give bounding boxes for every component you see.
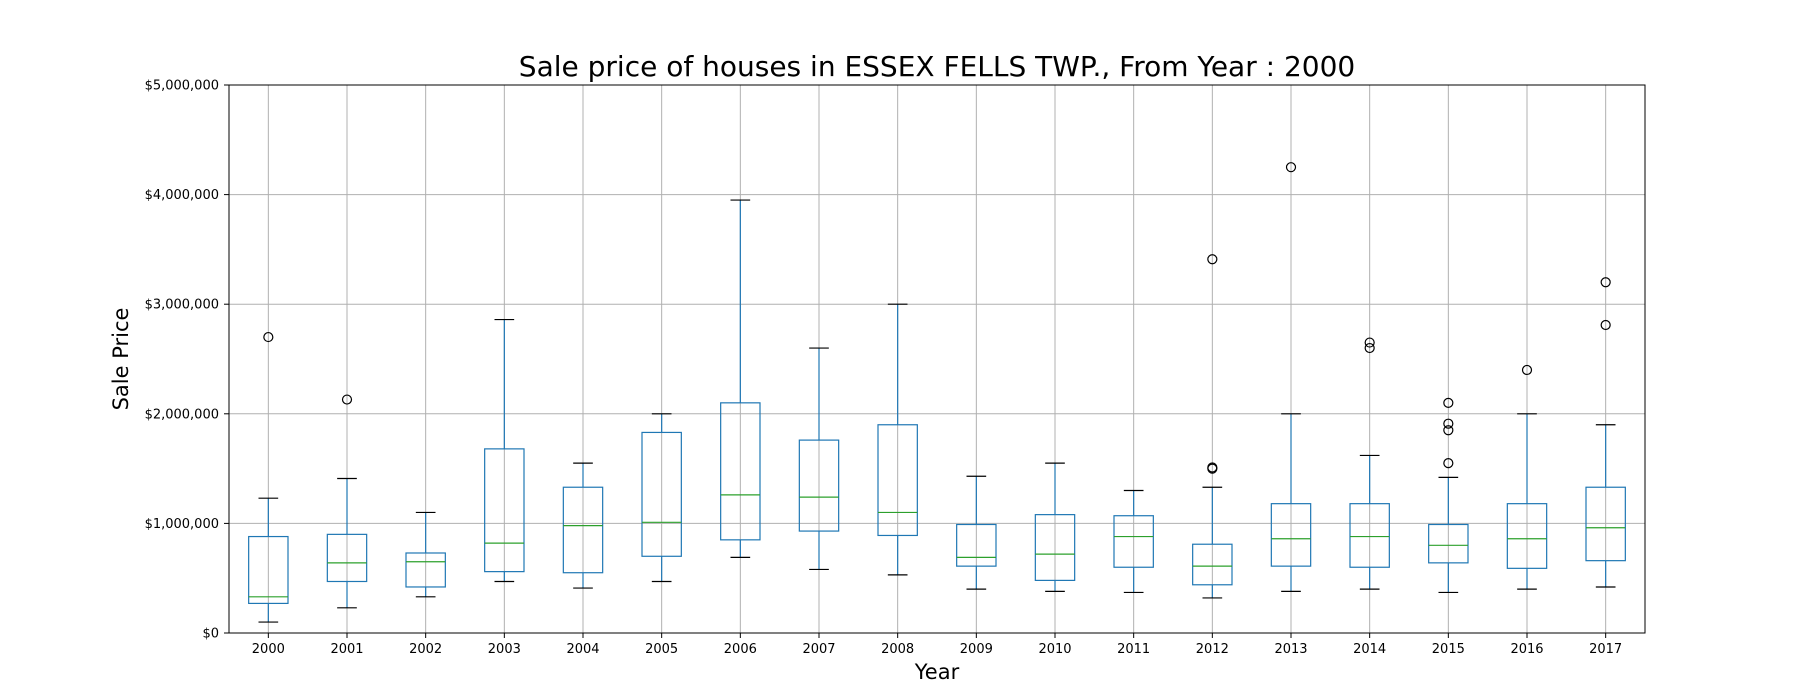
outlier-point [1443, 425, 1454, 436]
box-2011 [1113, 489, 1154, 594]
x-tick-label: 2013 [1274, 642, 1307, 657]
iqr-box [1349, 503, 1390, 568]
iqr-box [1506, 503, 1548, 569]
x-tick-label: 2009 [960, 642, 993, 657]
outlier-point [263, 331, 274, 343]
box-2001 [326, 394, 368, 609]
box-2015 [1428, 397, 1469, 594]
iqr-box [1113, 515, 1154, 568]
x-tick-label: 2005 [645, 642, 678, 657]
iqr-box [405, 552, 446, 588]
y-tick-label: $2,000,000 [145, 407, 219, 422]
outlier-point [1443, 458, 1454, 469]
x-tick-label: 2003 [488, 642, 521, 657]
outlier-point [1364, 337, 1375, 348]
iqr-box [877, 424, 918, 537]
box-2004 [562, 462, 604, 589]
box-2006 [720, 199, 761, 558]
iqr-box [1428, 523, 1469, 564]
y-axis-ticks: $0 $1,000,000 $2,000,000 $3,000,000 $4,000,0… [145, 79, 229, 642]
x-tick-label: 2000 [252, 642, 285, 657]
iqr-box [1192, 543, 1233, 586]
iqr-box [1585, 486, 1626, 562]
iqr-box [1270, 503, 1312, 567]
x-tick-label: 2012 [1196, 642, 1229, 657]
box-2000 [248, 331, 289, 623]
box-2008 [877, 303, 918, 576]
x-tick-label: 2001 [330, 642, 363, 657]
outlier-point [1443, 418, 1454, 429]
box-2010 [1034, 462, 1076, 592]
x-axis-ticks: 2000 2001 2002 2003 2004 2005 2006 2007 2008 2009… [252, 633, 1622, 657]
iqr-box [720, 402, 761, 541]
x-tick-label: 2008 [881, 642, 914, 657]
x-tick-label: 2004 [566, 642, 599, 657]
x-tick-label: 2011 [1117, 642, 1150, 657]
plot-area-frame [228, 84, 1646, 634]
y-tick-label: $4,000,000 [145, 188, 219, 203]
x-tick-label: 2017 [1589, 642, 1622, 657]
y-tick-label: $0 [202, 627, 219, 642]
iqr-box [484, 448, 525, 573]
box-2005 [641, 413, 682, 583]
iqr-box [1034, 514, 1076, 581]
iqr-box [562, 486, 604, 574]
outlier-point [1207, 462, 1218, 473]
x-tick-label: 2015 [1432, 642, 1465, 657]
box-2009 [956, 475, 997, 590]
x-tick-label: 2010 [1038, 642, 1071, 657]
box-2003 [484, 318, 525, 583]
y-tick-label: $5,000,000 [145, 79, 219, 94]
outlier-point [341, 394, 353, 405]
outlier-point [1600, 277, 1611, 288]
outlier-point [1443, 397, 1454, 408]
iqr-box [326, 533, 368, 583]
outlier-point [1207, 254, 1218, 265]
outlier-point [1600, 319, 1611, 331]
box-2016 [1506, 364, 1548, 590]
box-series [248, 162, 1626, 623]
iqr-box [798, 439, 840, 532]
outlier-point [1364, 342, 1375, 354]
box-2002 [405, 511, 446, 598]
box-2017 [1585, 277, 1626, 588]
x-tick-label: 2014 [1353, 642, 1386, 657]
iqr-box [641, 431, 682, 557]
y-axis-label: Sale Price [109, 308, 133, 411]
box-2013 [1270, 162, 1312, 592]
outlier-point [1285, 162, 1297, 173]
x-tick-label: 2007 [802, 642, 835, 657]
box-2012 [1192, 254, 1233, 599]
iqr-box [248, 535, 289, 605]
x-tick-label: 2016 [1510, 642, 1543, 657]
grid-lines [229, 84, 1645, 634]
y-tick-label: $1,000,000 [145, 517, 219, 532]
box-2007 [798, 347, 840, 571]
x-tick-label: 2002 [409, 642, 442, 657]
iqr-box [956, 523, 997, 567]
chart-title: Sale price of houses in ESSEX FELLS TWP.… [519, 50, 1355, 83]
x-axis-label: Year [914, 660, 960, 684]
y-tick-label: $3,000,000 [145, 298, 219, 313]
outlier-point [1521, 364, 1533, 376]
box-2014 [1349, 337, 1390, 590]
x-tick-label: 2006 [724, 642, 757, 657]
